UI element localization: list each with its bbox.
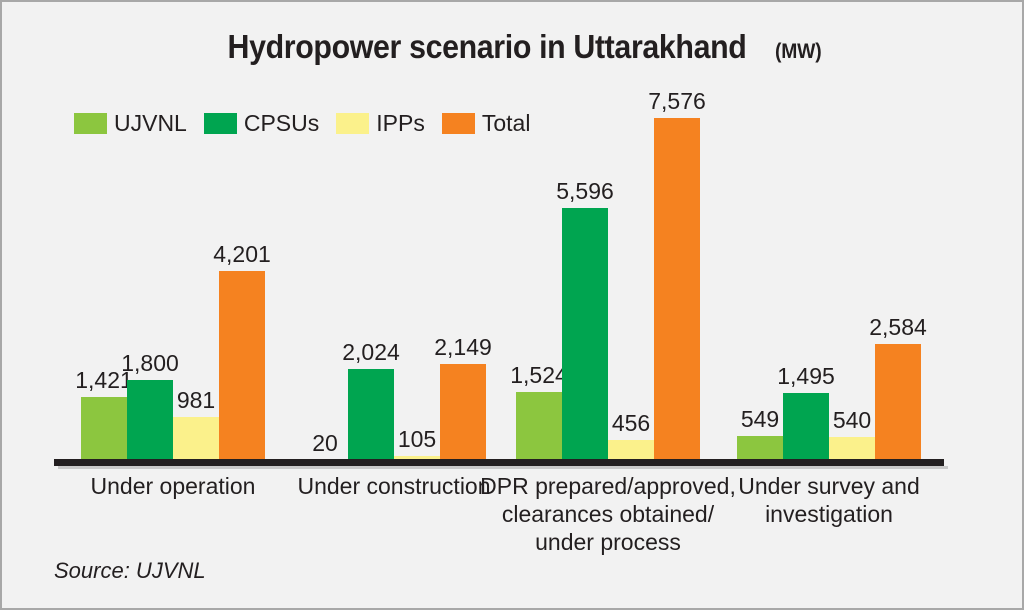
- bar-rect[interactable]: [783, 393, 829, 461]
- category-label-line: investigation: [765, 501, 893, 528]
- bar-rect[interactable]: [173, 417, 219, 461]
- legend-item-label: IPPs: [376, 110, 425, 136]
- bar-rect[interactable]: [875, 344, 921, 461]
- bar-value-label: 105: [397, 426, 437, 452]
- bar-group: 1,524 5,596 456 7,576: [510, 82, 706, 461]
- bar-value-label: 1,800: [121, 350, 179, 376]
- chart-title-main: Hydropower scenario in Uttarakhand: [227, 28, 747, 65]
- bar-group: 1,421 1,800 981 4,201: [75, 82, 271, 461]
- bar-value-label: 4,201: [213, 241, 271, 267]
- bar-group: 549 1,495 540 2,584: [737, 82, 927, 461]
- bar-value-label: 2,024: [342, 339, 400, 365]
- bar-cpsus[interactable]: 1,800: [121, 82, 179, 461]
- legend-swatch-icon: [203, 113, 237, 134]
- bar-rect[interactable]: [127, 380, 173, 461]
- category-label-line: Under construction: [297, 473, 491, 499]
- chart-title-unit: (MW): [774, 40, 822, 63]
- category-label-line: clearances obtained/: [501, 501, 715, 528]
- bar-ipps[interactable]: 456: [608, 82, 654, 461]
- bar-value-label: 549: [740, 406, 780, 432]
- bar-ujvnl[interactable]: 1,421: [75, 82, 133, 461]
- legend-swatch-icon: [441, 113, 475, 134]
- bar-value-label: 2,149: [434, 334, 492, 360]
- bar-group: 20 2,024 105 2,149: [302, 82, 492, 461]
- bar-value-label: 7,576: [648, 88, 706, 114]
- plot-area: 1,421 1,800 981 4,201 20 2,024 105 2,149 1,524 5,…: [54, 82, 944, 461]
- bar-ujvnl[interactable]: 1,524: [510, 82, 568, 461]
- category-label: Under survey and investigation: [699, 472, 959, 528]
- bar-value-label: 20: [312, 430, 338, 456]
- bar-cpsus[interactable]: 5,596: [556, 82, 614, 461]
- x-axis-line: [54, 459, 944, 466]
- category-label-line: Under operation: [90, 473, 256, 499]
- bar-rect[interactable]: [394, 456, 440, 461]
- source-note: Source: UJVNL: [54, 558, 206, 583]
- bar-rect[interactable]: [562, 208, 608, 461]
- bar-ipps[interactable]: 981: [173, 82, 219, 461]
- bar-value-label: 1,495: [777, 363, 835, 389]
- bar-rect[interactable]: [348, 369, 394, 461]
- page-title: Hydropower scenario in Uttarakhand (MW): [2, 28, 1022, 66]
- bar-rect[interactable]: [516, 392, 562, 461]
- bar-cpsus[interactable]: 1,495: [777, 82, 835, 461]
- legend-item-total[interactable]: Total: [441, 110, 531, 136]
- bar-value-label: 540: [832, 407, 872, 433]
- legend-swatch-icon: [336, 113, 370, 134]
- bar-value-label: 981: [176, 387, 216, 413]
- bar-ipps[interactable]: 105: [394, 82, 440, 461]
- bar-rect[interactable]: [608, 440, 654, 461]
- category-label: Under operation: [43, 472, 303, 500]
- bar-rect[interactable]: [737, 436, 783, 461]
- axis-shadow: [58, 466, 948, 469]
- category-label: DPR prepared/approved, clearances obtaine…: [478, 472, 738, 556]
- bar-total[interactable]: 2,584: [869, 82, 927, 461]
- legend-item-label: UJVNL: [114, 110, 187, 136]
- category-label: Under construction: [264, 472, 524, 500]
- legend-item-ipps[interactable]: IPPs: [336, 112, 425, 135]
- x-axis-category-labels: Under operation Under construction DPR pre…: [54, 472, 944, 562]
- bar-ujvnl[interactable]: 20: [302, 82, 348, 461]
- bar-value-label: 2,584: [869, 314, 927, 340]
- chart-legend: UJVNL CPSUs IPPs Total: [74, 112, 547, 135]
- bar-rect[interactable]: [829, 437, 875, 461]
- legend-item-cpsus[interactable]: CPSUs: [203, 110, 320, 136]
- bar-rect[interactable]: [219, 271, 265, 461]
- legend-item-label: Total: [481, 110, 531, 136]
- bar-rect[interactable]: [81, 397, 127, 461]
- legend-item-ujvnl[interactable]: UJVNL: [74, 112, 187, 135]
- bar-total[interactable]: 2,149: [434, 82, 492, 461]
- category-label-line: under process: [535, 529, 681, 556]
- bar-value-label: 1,524: [510, 362, 568, 388]
- category-label-line: DPR prepared/approved,: [480, 473, 736, 499]
- legend-swatch-icon: [74, 113, 107, 134]
- bar-ujvnl[interactable]: 549: [737, 82, 783, 461]
- bar-total[interactable]: 4,201: [213, 82, 271, 461]
- bar-ipps[interactable]: 540: [829, 82, 875, 461]
- legend-item-label: CPSUs: [243, 110, 320, 136]
- bar-value-label: 5,596: [556, 178, 614, 204]
- bar-cpsus[interactable]: 2,024: [342, 82, 400, 461]
- bar-value-label: 456: [611, 410, 651, 436]
- bar-value-label: 1,421: [75, 367, 133, 393]
- bar-total[interactable]: 7,576: [648, 82, 706, 461]
- bar-rect[interactable]: [654, 118, 700, 461]
- category-label-line: Under survey and: [738, 473, 920, 499]
- bar-rect[interactable]: [440, 364, 486, 461]
